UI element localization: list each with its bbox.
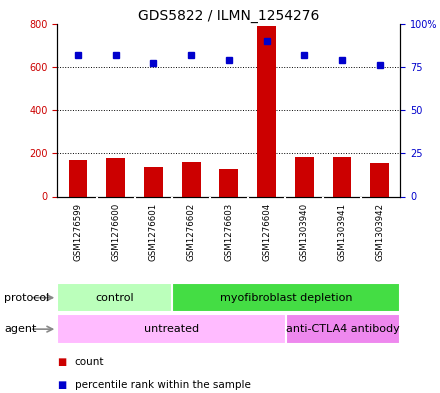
- Text: ■: ■: [57, 356, 66, 367]
- Text: GSM1276600: GSM1276600: [111, 203, 120, 261]
- Text: untreated: untreated: [144, 324, 199, 334]
- Text: GSM1303942: GSM1303942: [375, 203, 384, 261]
- Bar: [57, 283, 172, 312]
- Text: protocol: protocol: [4, 293, 50, 303]
- Text: GSM1303941: GSM1303941: [337, 203, 346, 261]
- Text: agent: agent: [4, 324, 37, 334]
- Bar: [106, 158, 125, 196]
- Text: myofibroblast depletion: myofibroblast depletion: [220, 293, 352, 303]
- Text: ■: ■: [57, 380, 66, 390]
- Text: GSM1303940: GSM1303940: [300, 203, 309, 261]
- Bar: [220, 169, 238, 196]
- Text: anti-CTLA4 antibody: anti-CTLA4 antibody: [286, 324, 400, 334]
- Text: GSM1276602: GSM1276602: [187, 203, 196, 261]
- Text: GSM1276601: GSM1276601: [149, 203, 158, 261]
- Bar: [144, 167, 163, 196]
- Title: GDS5822 / ILMN_1254276: GDS5822 / ILMN_1254276: [138, 9, 319, 22]
- Bar: [370, 163, 389, 196]
- Bar: [57, 314, 286, 344]
- Bar: [333, 156, 352, 196]
- Text: count: count: [75, 356, 104, 367]
- Bar: [295, 156, 314, 196]
- Text: percentile rank within the sample: percentile rank within the sample: [75, 380, 251, 390]
- Text: control: control: [95, 293, 134, 303]
- Bar: [69, 160, 88, 196]
- Bar: [257, 26, 276, 196]
- Text: GSM1276599: GSM1276599: [73, 203, 82, 261]
- Text: GSM1276604: GSM1276604: [262, 203, 271, 261]
- Text: GSM1276603: GSM1276603: [224, 203, 233, 261]
- Bar: [286, 314, 400, 344]
- Bar: [172, 283, 400, 312]
- Bar: [182, 162, 201, 196]
